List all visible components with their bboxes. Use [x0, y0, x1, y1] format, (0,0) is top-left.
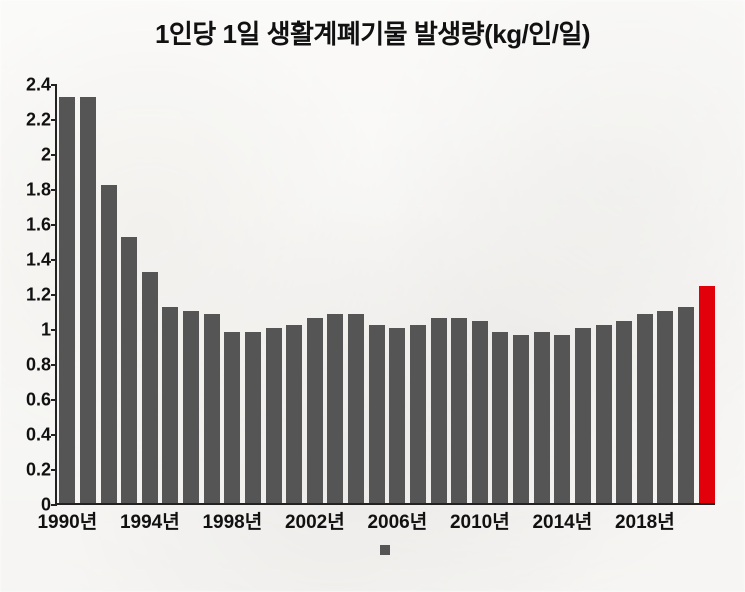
- x-axis-label: 1994년: [120, 507, 180, 534]
- y-tick-label: 2: [41, 145, 57, 166]
- bar: [410, 325, 426, 504]
- bar: [431, 318, 447, 504]
- x-axis-label: 1998년: [202, 507, 262, 534]
- bar: [451, 318, 467, 504]
- bar: [472, 321, 488, 503]
- bar: [327, 314, 343, 503]
- bar: [678, 307, 694, 503]
- bar: [245, 332, 261, 504]
- y-tick-label: 0.8: [26, 355, 57, 376]
- x-axis-label: 2010년: [450, 507, 510, 534]
- y-tick-label: 2.2: [26, 110, 57, 131]
- x-axis-label: 2002년: [285, 507, 345, 534]
- y-tick-label: 1.8: [26, 180, 57, 201]
- legend-square-icon: [380, 545, 390, 555]
- y-tick-label: 1.4: [26, 250, 57, 271]
- bar: [389, 328, 405, 503]
- x-axis-labels: 1990년1994년1998년2002년2006년2010년2014년2018년: [57, 503, 715, 533]
- y-tick-label: 0.6: [26, 390, 57, 411]
- bar: [142, 272, 158, 503]
- bar: [80, 97, 96, 503]
- bar: [492, 332, 508, 504]
- bar: [204, 314, 220, 503]
- x-axis-label: 1990년: [37, 507, 97, 534]
- chart-title: 1인당 1일 생활계폐기물 발생량(kg/인/일): [0, 14, 745, 51]
- x-axis-label: 2018년: [615, 507, 675, 534]
- bar: [616, 321, 632, 503]
- x-axis-label: 2006년: [367, 507, 427, 534]
- waste-chart: 1인당 1일 생활계폐기물 발생량(kg/인/일) 00.20.40.60.81…: [0, 0, 745, 592]
- bar: [266, 328, 282, 503]
- bar: [534, 332, 550, 504]
- y-tick-label: 0.4: [26, 425, 57, 446]
- y-tick-label: 2.4: [26, 75, 57, 96]
- y-tick-label: 1.6: [26, 215, 57, 236]
- bar: [554, 335, 570, 503]
- y-tick-label: 0.2: [26, 460, 57, 481]
- bar: [699, 286, 715, 503]
- bar: [307, 318, 323, 504]
- bar: [101, 185, 117, 504]
- y-tick-label: 1: [41, 320, 57, 341]
- bar: [369, 325, 385, 504]
- bar: [162, 307, 178, 503]
- bar: [637, 314, 653, 503]
- bar: [121, 237, 137, 503]
- x-axis-label: 2014년: [532, 507, 592, 534]
- bar: [596, 325, 612, 504]
- bar: [575, 328, 591, 503]
- bar: [348, 314, 364, 503]
- bar: [183, 311, 199, 504]
- bar: [224, 332, 240, 504]
- bar: [657, 311, 673, 504]
- bar: [286, 325, 302, 504]
- bar: [513, 335, 529, 503]
- bar: [59, 97, 75, 503]
- plot-area: 00.20.40.60.811.21.41.61.822.22.4 1990년1…: [55, 85, 715, 505]
- y-tick-label: 1.2: [26, 285, 57, 306]
